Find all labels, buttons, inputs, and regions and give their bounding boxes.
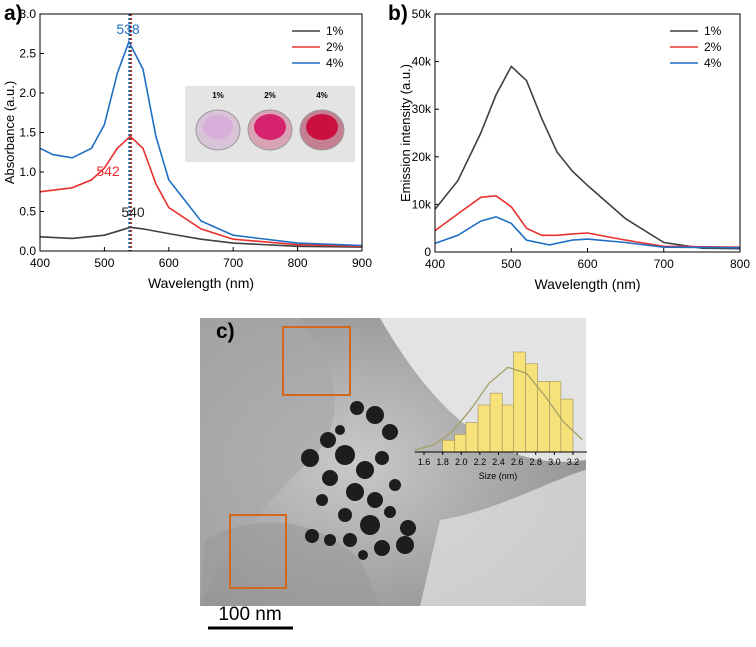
x-axis-label: Size (nm): [479, 471, 518, 481]
legend-label: 1%: [326, 24, 344, 38]
x-tick-label: 2.0: [455, 457, 468, 467]
x-tick-label: 700: [654, 257, 674, 271]
y-tick-label: 0: [424, 245, 431, 259]
x-tick-label: 3.0: [548, 457, 561, 467]
x-tick-label: 1.6: [418, 457, 431, 467]
y-tick-label: 0.5: [19, 205, 36, 219]
peak-annotation: 542: [96, 163, 120, 179]
x-tick-label: 2.6: [511, 457, 524, 467]
histogram-bar: [477, 404, 491, 453]
x-tick-label: 3.2: [567, 457, 580, 467]
inset-label: 4%: [316, 91, 328, 100]
legend-label: 2%: [704, 40, 722, 54]
histogram-bar: [489, 392, 503, 453]
fit-curve: [414, 366, 583, 451]
series-line: [39, 39, 363, 247]
x-tick-label: 1.8: [436, 457, 449, 467]
y-axis-label: Emission intensity (a.u.): [398, 64, 413, 202]
scale-bar-label: 100 nm: [218, 604, 281, 625]
histogram-bar: [454, 434, 467, 453]
x-axis-label: Wavelength (nm): [148, 275, 254, 291]
y-tick-label: 1.0: [19, 165, 36, 179]
y-tick-label: 40k: [412, 55, 432, 69]
x-tick-label: 500: [94, 256, 114, 270]
x-tick-label: 600: [159, 256, 179, 270]
histogram-bar: [465, 422, 479, 453]
x-tick-label: 2.2: [474, 457, 487, 467]
legend-label: 2%: [326, 40, 344, 54]
series-line: [434, 65, 741, 250]
peak-annotation: 538: [116, 21, 140, 37]
series-line: [434, 215, 741, 249]
y-tick-label: 30k: [412, 102, 432, 116]
inset-photo: [185, 86, 355, 162]
peak-annotation: 540: [121, 204, 145, 220]
y-tick-label: 2.0: [19, 86, 36, 100]
y-tick-label: 0.0: [19, 244, 36, 258]
panel-label: b): [388, 2, 408, 25]
x-tick-label: 800: [288, 256, 308, 270]
x-tick-label: 600: [577, 257, 597, 271]
plot-frame: [39, 13, 363, 252]
plot-frame: [434, 13, 741, 253]
y-tick-label: 1.5: [19, 126, 36, 140]
inset-label: 2%: [264, 91, 276, 100]
histogram-bar: [537, 381, 550, 453]
x-tick-label: 800: [730, 257, 750, 271]
series-line: [39, 135, 363, 248]
y-tick-label: 3.0: [19, 7, 36, 21]
legend-label: 4%: [326, 56, 344, 70]
series-line: [434, 194, 741, 248]
y-tick-label: 20k: [412, 150, 432, 164]
x-tick-label: 500: [501, 257, 521, 271]
panel-label: a): [4, 2, 23, 25]
legend-label: 4%: [704, 56, 722, 70]
x-tick-label: 2.4: [492, 457, 505, 467]
x-tick-label: 400: [30, 256, 50, 270]
x-axis-label: Wavelength (nm): [534, 276, 640, 292]
histogram-bar: [513, 351, 526, 453]
legend-label: 1%: [704, 24, 722, 38]
histogram-bar: [525, 363, 538, 453]
y-tick-label: 50k: [412, 7, 432, 21]
x-tick-label: 2.8: [529, 457, 542, 467]
panel-label: c): [216, 320, 235, 343]
x-tick-label: 900: [352, 256, 372, 270]
y-tick-label: 2.5: [19, 47, 36, 61]
histogram-bar: [501, 404, 514, 453]
x-tick-label: 700: [223, 256, 243, 270]
histogram-bar: [442, 439, 456, 453]
x-tick-label: 400: [425, 257, 445, 271]
series-line: [39, 226, 363, 248]
inset-label: 1%: [212, 91, 224, 100]
y-axis-label: Absorbance (a.u.): [2, 81, 17, 184]
y-tick-label: 10k: [412, 197, 432, 211]
